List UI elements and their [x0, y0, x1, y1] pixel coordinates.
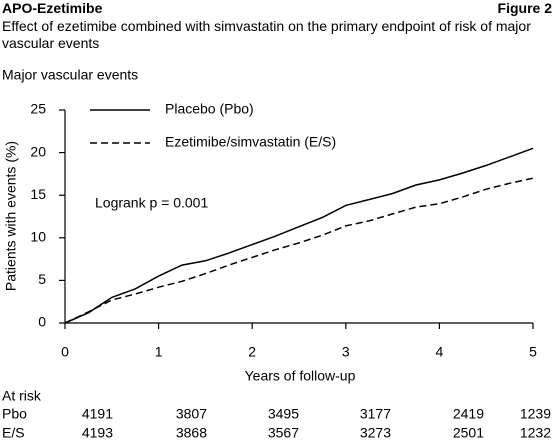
y-axis-label: Patients with events (%): [3, 141, 19, 291]
chart-title: Major vascular events: [2, 67, 138, 83]
at-risk-row-label: Pbo: [2, 406, 27, 422]
at-risk-label: At risk: [2, 388, 42, 404]
page-title: APO-Ezetimibe: [2, 0, 103, 16]
figure-label: Figure 2: [497, 0, 552, 16]
series-line: [64, 147, 534, 324]
legend-label: Ezetimibe/simvastatin (E/S): [165, 134, 336, 150]
y-tick-label: 20: [30, 143, 46, 159]
at-risk-value: 3807: [176, 406, 207, 422]
x-tick-label: 5: [529, 344, 537, 360]
x-tick-label: 0: [61, 344, 69, 360]
y-tick-label: 0: [38, 314, 46, 330]
at-risk-value: 3273: [360, 425, 391, 441]
at-risk-value: 3868: [176, 425, 207, 441]
subtitle: Effect of ezetimibe combined with simvas…: [2, 18, 531, 51]
at-risk-value: 2501: [453, 425, 484, 441]
annotation: Logrank p = 0.001: [95, 195, 208, 211]
x-axis-label: Years of follow-up: [245, 368, 356, 384]
y-tick-label: 15: [30, 186, 46, 202]
at-risk-value: 4193: [82, 425, 113, 441]
x-tick-label: 1: [155, 344, 163, 360]
at-risk-value: 3177: [360, 406, 391, 422]
x-tick-label: 4: [436, 344, 444, 360]
at-risk-value: 1232: [520, 425, 551, 441]
at-risk-row-label: E/S: [2, 425, 25, 441]
y-tick-label: 25: [30, 101, 46, 117]
y-tick-label: 10: [30, 229, 46, 245]
x-tick-label: 2: [248, 344, 256, 360]
at-risk-value: 1239: [520, 406, 551, 422]
at-risk-value: 2419: [453, 406, 484, 422]
at-risk-value: 4191: [82, 406, 113, 422]
x-tick-label: 3: [342, 344, 350, 360]
at-risk-value: 3567: [268, 425, 299, 441]
legend-label: Placebo (Pbo): [165, 101, 254, 117]
series-line: [64, 177, 534, 324]
at-risk-value: 3495: [268, 406, 299, 422]
y-tick-label: 5: [38, 271, 46, 287]
